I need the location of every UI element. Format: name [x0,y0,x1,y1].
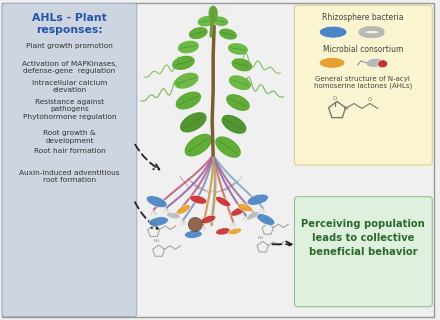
Text: Plant growth promotion: Plant growth promotion [26,43,113,49]
Ellipse shape [231,30,235,32]
Ellipse shape [319,26,347,38]
Text: AHLs - Plant
responses:: AHLs - Plant responses: [32,13,107,35]
Ellipse shape [319,57,345,68]
Text: NH: NH [263,218,269,222]
Ellipse shape [204,4,208,10]
Ellipse shape [238,30,242,32]
Ellipse shape [219,15,223,19]
Ellipse shape [195,18,198,22]
Polygon shape [216,137,240,157]
Text: NH: NH [154,239,160,243]
Ellipse shape [231,207,245,216]
Polygon shape [227,95,249,110]
Text: Perceiving population
leads to collective
beneficial behavior: Perceiving population leads to collectiv… [301,220,425,258]
Ellipse shape [149,217,169,226]
Ellipse shape [236,26,239,30]
Ellipse shape [190,195,207,204]
Ellipse shape [237,203,253,212]
Ellipse shape [209,13,213,18]
Ellipse shape [209,4,213,10]
Polygon shape [175,73,198,88]
Ellipse shape [225,12,230,15]
Ellipse shape [246,211,259,220]
Text: Activation of MAPKinases,
defense-gene  regulation: Activation of MAPKinases, defense-gene r… [22,61,117,74]
Ellipse shape [184,230,202,238]
FancyBboxPatch shape [2,4,137,316]
Ellipse shape [193,22,197,24]
Text: Intracellular calcium
elevation: Intracellular calcium elevation [32,80,107,93]
Ellipse shape [378,60,388,68]
Text: Root growth &
development: Root growth & development [43,130,96,144]
Ellipse shape [146,196,167,208]
Ellipse shape [219,7,223,12]
Circle shape [197,22,199,24]
Ellipse shape [210,10,216,13]
Ellipse shape [204,13,208,18]
Circle shape [188,218,202,231]
Polygon shape [220,29,236,39]
FancyBboxPatch shape [294,5,432,165]
Ellipse shape [257,214,275,225]
Polygon shape [222,116,246,133]
Ellipse shape [366,58,384,67]
Polygon shape [209,6,217,20]
Text: NH: NH [258,236,264,240]
Polygon shape [185,134,211,156]
Text: NH: NH [149,219,155,223]
Ellipse shape [201,10,206,13]
Ellipse shape [224,15,227,19]
Ellipse shape [216,196,231,207]
Text: Root hair formation: Root hair formation [33,148,105,154]
Text: O: O [368,97,372,102]
Ellipse shape [198,18,202,22]
Polygon shape [179,41,198,52]
Polygon shape [232,59,252,71]
Ellipse shape [195,24,198,28]
Text: O: O [344,106,348,111]
Polygon shape [176,92,200,109]
Ellipse shape [233,26,236,30]
Ellipse shape [200,22,204,24]
FancyBboxPatch shape [2,4,434,316]
Polygon shape [181,113,206,132]
Polygon shape [198,17,214,26]
Circle shape [222,12,224,15]
Ellipse shape [167,212,180,219]
Circle shape [235,30,237,32]
Text: Auxin-induced adventitious
root formation: Auxin-induced adventitious root formatio… [19,170,120,183]
Text: Microbial consortium: Microbial consortium [323,45,403,54]
Polygon shape [230,76,250,89]
Polygon shape [190,28,207,38]
Ellipse shape [236,32,239,36]
Polygon shape [229,44,247,54]
Text: General structure of N-acyl
homoserine lactones (AHLs): General structure of N-acyl homoserine l… [314,76,412,89]
Ellipse shape [228,228,242,235]
Polygon shape [173,56,194,69]
Ellipse shape [216,12,221,15]
Text: Resistance against
pathogens: Resistance against pathogens [35,99,104,112]
Ellipse shape [233,32,236,36]
Text: Phytohormone regulation: Phytohormone regulation [22,114,116,120]
Ellipse shape [224,7,227,12]
FancyBboxPatch shape [294,197,432,307]
Text: O: O [333,96,337,101]
Ellipse shape [198,24,202,28]
Ellipse shape [247,194,268,205]
Polygon shape [213,17,227,25]
Circle shape [206,10,210,13]
Ellipse shape [201,215,216,224]
Ellipse shape [176,204,191,214]
Text: Rhizosphere bacteria: Rhizosphere bacteria [322,13,403,22]
Ellipse shape [216,228,231,235]
